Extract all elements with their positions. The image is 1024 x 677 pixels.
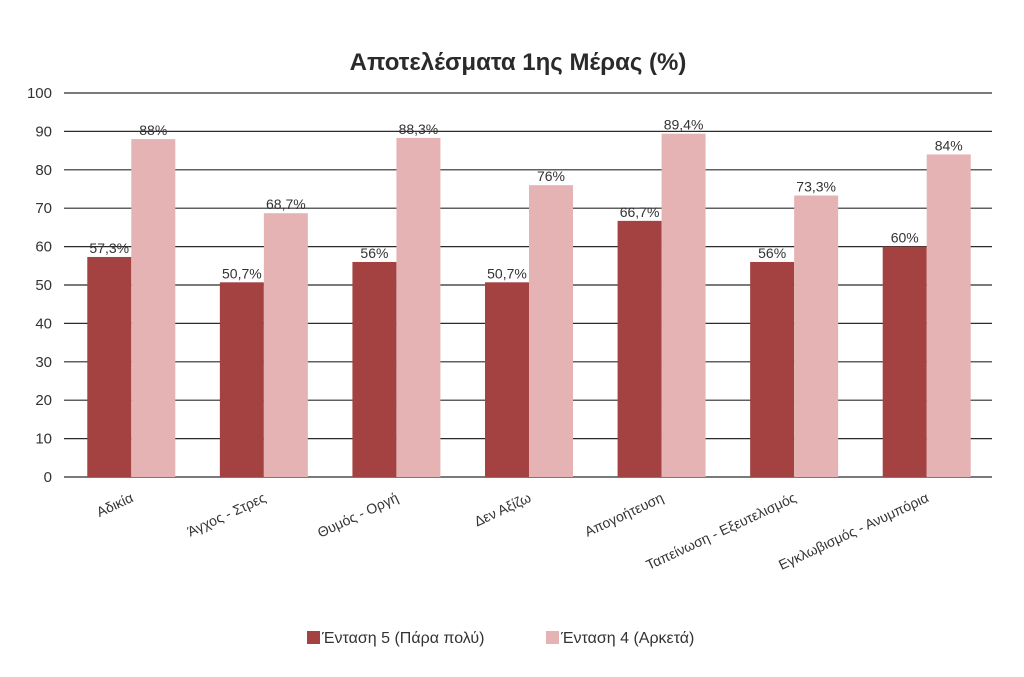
bar-series-1 (87, 256, 132, 477)
bar-series-2 (263, 213, 308, 477)
data-label: 57,3% (89, 240, 129, 256)
bar-series-2 (529, 185, 573, 477)
y-tick-label: 70 (35, 200, 52, 217)
data-label: 60% (891, 230, 919, 246)
y-tick-label: 40 (35, 315, 52, 332)
bar-series-1 (485, 282, 529, 477)
bar-series-1 (750, 261, 795, 477)
data-label: 56% (360, 245, 388, 261)
legend: Ένταση 5 (Πάρα πολύ) Ένταση 4 (Αρκετά) (307, 630, 694, 647)
data-label: 50,7% (222, 265, 262, 281)
y-tick-label: 0 (44, 469, 52, 486)
y-tick-label: 30 (35, 354, 52, 371)
x-axis-categories: Αδικία Άγχος - Στρες Θυμός - Οργή Δεν Αξίζω… (94, 489, 931, 573)
bar-series-1 (882, 246, 927, 477)
data-label: 50,7% (487, 265, 527, 281)
data-label: 88,3% (399, 121, 439, 137)
y-tick-label: 80 (35, 162, 52, 179)
bar-series-1 (352, 261, 397, 477)
y-tick-label: 90 (35, 123, 52, 140)
bar-series-2 (794, 195, 839, 477)
legend-label-series-1: Ένταση 5 (Πάρα πολύ) (321, 630, 484, 647)
data-labels: 57,3% 88% 50,7% 68,7% 56% 88,3% 50,7% 76% 66,7% 8… (89, 117, 962, 282)
data-label: 56% (758, 245, 786, 261)
data-label: 68,7% (266, 196, 306, 212)
y-tick-label: 10 (35, 431, 52, 448)
bar-series-1 (617, 220, 662, 477)
bar-series-1 (219, 282, 264, 477)
x-category-label: Άγχος - Στρες (185, 489, 269, 539)
data-label: 89,4% (664, 117, 704, 133)
data-label: 73,3% (796, 179, 836, 195)
y-axis-ticks: 0 10 20 30 40 50 60 70 80 90 100 (27, 85, 52, 486)
data-label: 66,7% (620, 204, 660, 220)
legend-swatch-series-2 (546, 631, 559, 644)
x-category-label: Ταπείνωση - Εξευτελισμός (643, 489, 798, 573)
data-label: 88% (139, 122, 167, 138)
data-label: 84% (935, 137, 963, 153)
y-tick-label: 50 (35, 277, 52, 294)
x-category-label: Δεν Αξίζω (472, 489, 534, 529)
bar-series-2 (396, 137, 441, 478)
bar-series-2 (131, 139, 176, 477)
bar-series-2 (926, 154, 971, 477)
chart-title: Αποτελέσματα 1ης Μέρας (%) (350, 49, 687, 76)
x-category-label: Αδικία (94, 489, 136, 520)
data-label: 76% (537, 168, 565, 184)
legend-swatch-series-1 (307, 631, 320, 644)
x-category-label: Απογοήτευση (582, 489, 666, 539)
bar-series-2 (661, 133, 706, 478)
bars (87, 133, 971, 478)
x-category-label: Εγκλωβισμός - Ανυμπόρια (776, 489, 931, 573)
y-tick-label: 100 (27, 85, 52, 102)
x-category-label: Θυμός - Οργή (315, 489, 401, 540)
legend-label-series-2: Ένταση 4 (Αρκετά) (560, 630, 694, 647)
y-tick-label: 60 (35, 239, 52, 256)
y-tick-label: 20 (35, 392, 52, 409)
